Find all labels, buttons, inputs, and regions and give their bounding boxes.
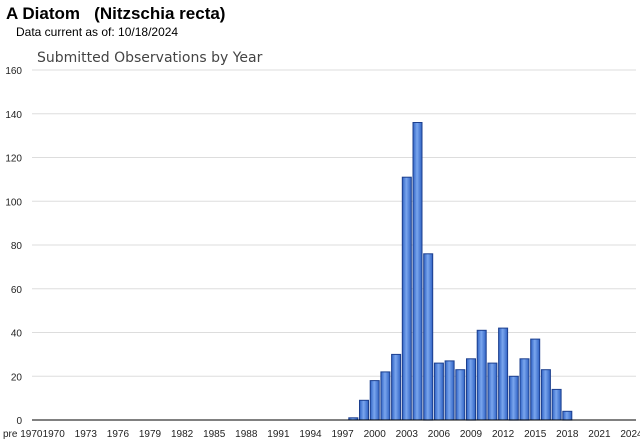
bar-2001 [380,371,391,421]
x-tick-label: 1994 [299,429,322,440]
bar-2009 [466,358,476,421]
y-tick-label: 100 [5,197,22,208]
x-tick-label: 2021 [588,429,611,440]
x-tick-label: 1991 [267,429,290,440]
x-tick-label: 1985 [203,429,226,440]
x-tick-label: 1976 [107,429,130,440]
x-tick-label: 2006 [428,429,451,440]
bar-2003 [401,176,412,421]
x-tick-label: 2015 [524,429,547,440]
bar-2002 [391,353,402,421]
bar-2007 [444,360,455,421]
y-tick-label: 120 [5,154,22,165]
x-tick-label: 2000 [364,429,387,440]
bar-2013 [508,375,519,421]
page-title: A Diatom (Nitzschia recta) [6,4,226,23]
bar-2011 [487,362,498,421]
bar-2005 [423,253,434,421]
x-tick-label: 2009 [460,429,483,440]
bar-2006 [433,362,444,421]
x-tick-label: 1979 [139,429,162,440]
x-tick-label: 1970 [43,429,66,440]
bar-2010 [476,329,487,421]
bar-2000 [369,380,380,421]
x-tick-label: 1997 [331,429,354,440]
x-tick-label: 2018 [556,429,579,440]
bar-2018 [562,410,573,421]
bar-2016 [540,369,551,421]
x-tick-label: 2012 [492,429,515,440]
y-tick-label: 160 [5,66,22,77]
x-tick-label: pre 1970 [3,429,43,440]
bar-2014 [519,358,530,421]
y-tick-label: 20 [11,372,23,383]
y-tick-label: 40 [11,329,23,340]
y-tick-label: 60 [11,285,23,296]
bar-2017 [551,388,562,421]
y-tick-label: 80 [11,241,23,252]
bar-2004 [412,122,423,421]
y-tick-label: 0 [16,416,22,427]
bar-2008 [455,369,466,421]
y-tick-label: 140 [5,110,22,121]
x-tick-label: 1982 [171,429,194,440]
bar-1999 [359,399,369,421]
x-tick-label: 2003 [396,429,419,440]
x-tick-label: 1988 [235,429,258,440]
data-current-date: Data current as of: 10/18/2024 [16,25,179,39]
x-tick-label: 2024 [620,429,640,440]
x-tick-label: 1973 [75,429,98,440]
bar-2012 [498,327,509,421]
chart-title: Submitted Observations by Year [37,50,263,66]
bar-2015 [530,338,541,421]
